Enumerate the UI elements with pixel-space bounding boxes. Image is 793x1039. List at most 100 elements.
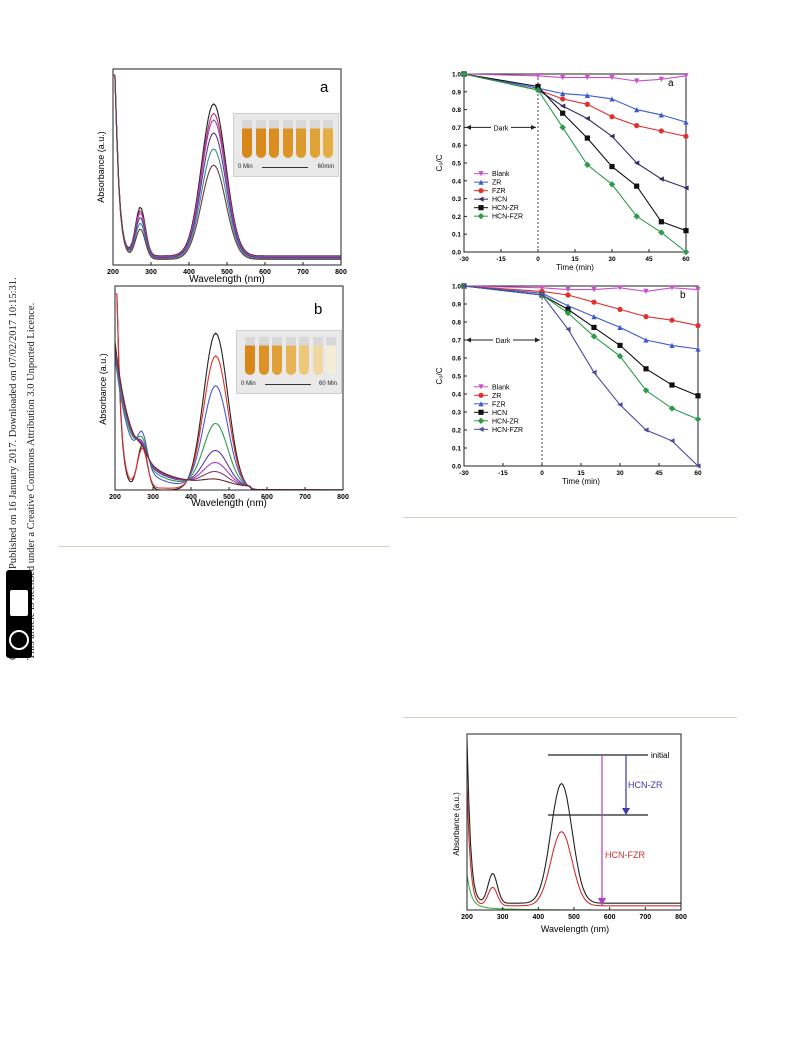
data-point [669, 342, 675, 348]
data-point [683, 185, 689, 191]
vial [326, 337, 336, 375]
x-tick-label: 700 [639, 914, 651, 921]
data-point [658, 112, 664, 118]
data-point [477, 417, 485, 424]
x-tick-label: 600 [604, 914, 616, 921]
dark-label: Dark [496, 338, 511, 345]
spectrum-curve [113, 74, 341, 259]
plot-frame-c [466, 733, 682, 911]
spectrum-curve [113, 74, 341, 259]
y-tick-label: 0.6 [452, 143, 461, 150]
y-tick-label: 0.5 [452, 374, 461, 381]
x-tick-label: 400 [183, 269, 195, 276]
spectrum-panel-c: 200 300 400 500 600 700 800 initial HCN-ZR HCN… [452, 733, 687, 934]
series-hcn-fzr [460, 70, 690, 256]
label-hcnfzr: HCN-FZR [605, 850, 645, 860]
y-tick-label: 0.4 [452, 392, 461, 399]
data-point [478, 392, 484, 398]
series-hcn-fzr [461, 283, 701, 469]
data-point [658, 219, 664, 225]
data-point [694, 416, 702, 423]
x-tick-label: 500 [223, 494, 235, 501]
data-point [634, 183, 640, 189]
label-initial: initial [651, 751, 669, 760]
data-point [591, 299, 597, 305]
section-rule-left [58, 546, 390, 547]
x-tick-label: 500 [221, 269, 233, 276]
legend-entry: Blank [492, 384, 510, 391]
data-point [668, 405, 676, 412]
data-point [478, 171, 484, 177]
x-tick-label: 60 [682, 256, 690, 263]
vial [309, 120, 320, 158]
series-line [463, 73, 687, 232]
data-point [539, 285, 545, 291]
dark-label-bg [491, 122, 511, 132]
series-line [463, 73, 687, 253]
data-point [643, 314, 649, 320]
data-point [634, 78, 640, 84]
x-tick-label: 0 [536, 256, 540, 263]
data-point [643, 288, 649, 294]
cc-by-icon[interactable] [6, 570, 32, 658]
x-tick-label: 60 [694, 470, 702, 477]
x-tick-label: 0 [540, 470, 544, 477]
data-point [591, 287, 597, 293]
inset-end-a: 60min [317, 164, 334, 170]
data-point [669, 438, 675, 444]
x-tick-label: 800 [337, 494, 349, 501]
x-tick-label: 200 [109, 494, 121, 501]
dark-label-bg [493, 335, 513, 344]
inset-end-b: 60 Min [318, 381, 337, 387]
series-line [463, 73, 687, 189]
y-tick-label: 0.2 [452, 428, 461, 435]
x-tick-label: 200 [107, 269, 119, 276]
data-point [617, 285, 623, 291]
data-point [591, 369, 597, 375]
data-point [683, 228, 689, 234]
data-point [559, 124, 566, 131]
data-point [634, 123, 640, 129]
vial [285, 337, 296, 375]
by-icon [10, 590, 28, 616]
y-axis-label: C₀/C [435, 367, 444, 384]
x-tick-label: 600 [259, 269, 271, 276]
x-ticks-a: 200 300 400 500 600 700 800 [107, 262, 347, 276]
x-tick-label: 600 [261, 494, 273, 501]
x-tick-label: 800 [335, 269, 347, 276]
x-tick-label: 200 [461, 914, 473, 921]
y-tick-label: 0.9 [452, 89, 461, 96]
y-axis-label-c: Absorbance (a.u.) [452, 792, 461, 856]
legend-entry: HCN-ZR [492, 205, 519, 212]
plot-frame [463, 285, 699, 467]
data-point [565, 306, 571, 312]
y-axis-label: C₀/C [435, 154, 444, 171]
series-line [463, 73, 687, 123]
y-tick-label: 0.6 [452, 356, 461, 363]
y-tick-label: 0.2 [452, 214, 461, 221]
y-tick-label: 0.0 [452, 464, 461, 471]
data-point [682, 248, 690, 256]
vial [242, 120, 252, 158]
series-line [463, 73, 687, 82]
kinetics-chart-a: 0.0 0.1 0.2 0.3 0.4 0.5 0.6 0.7 0.8 0.9 1.0 -30 -15 0… [435, 70, 690, 272]
x-tick-label: 300 [145, 269, 157, 276]
panel-label: a [668, 78, 674, 89]
spectra-c-curves [466, 739, 681, 911]
legend-entry: HCN [492, 410, 507, 417]
series-hcn-zr [460, 282, 702, 423]
y-tick-label: 0.3 [452, 410, 461, 417]
spectrum-curve [113, 74, 341, 260]
data-point [478, 179, 484, 185]
x-tick-label: -15 [498, 470, 508, 477]
inset-arrow-b [265, 384, 311, 385]
data-point [617, 324, 623, 330]
x-tick-label: 300 [147, 494, 159, 501]
data-point [534, 86, 542, 94]
vial [258, 337, 269, 375]
data-point [584, 74, 590, 81]
data-point [478, 188, 484, 194]
dark-arrowhead-left [466, 337, 471, 343]
